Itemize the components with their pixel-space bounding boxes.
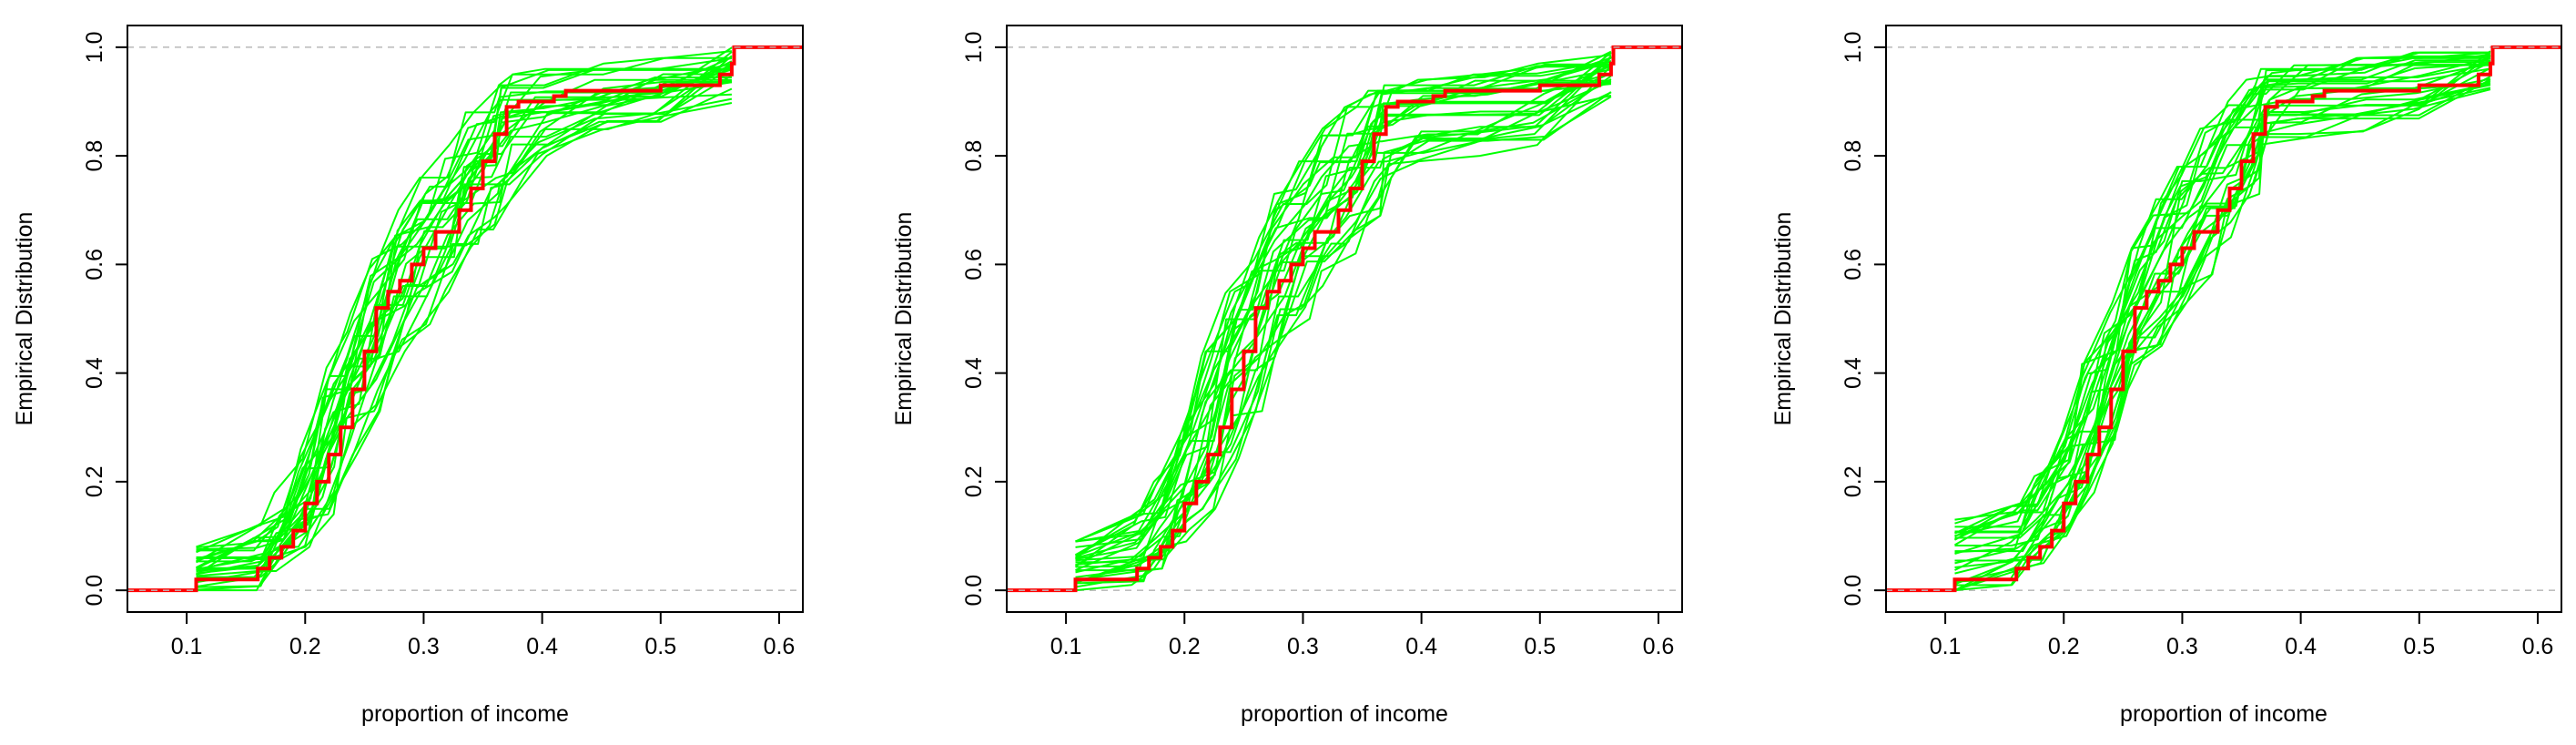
simulated-ecdf-line	[1954, 62, 2490, 555]
simulated-ecdf-line	[196, 46, 733, 570]
simulated-ecdf-line	[196, 51, 733, 588]
y-tick-label: 0.0	[961, 575, 987, 607]
y-tick-label: 0.8	[82, 140, 107, 172]
y-tick-label: 0.8	[961, 140, 987, 172]
simulated-ecdf-line	[1954, 66, 2491, 553]
x-tick-label: 0.4	[526, 634, 558, 659]
simulated-ecdf-line	[196, 68, 732, 569]
simulated-ecdf-line	[1075, 81, 1611, 556]
y-tick-label: 0.4	[961, 357, 987, 389]
y-tick-label: 0.2	[82, 466, 107, 498]
simulated-ecdf-line	[1954, 63, 2491, 537]
chart-panel-1: 0.1 0.2 0.3 0.4 0.5 0.6 0.0 0.2 0.4 0.6 0.8 1.0 prop…	[12, 25, 804, 727]
simulated-ecdf-line	[1954, 67, 2491, 534]
simulated-ecdf-line	[1075, 94, 1612, 574]
y-tick-label: 1.0	[961, 31, 987, 63]
x-tick-label: 0.5	[644, 634, 676, 659]
x-axis-label: proportion of income	[1241, 701, 1448, 727]
x-tick-label: 0.2	[2048, 634, 2080, 659]
y-tick-label: 0.0	[82, 575, 107, 607]
simulated-ecdf-line	[1075, 63, 1612, 548]
simulated-ecdf-line	[1954, 53, 2491, 535]
y-tick-label: 0.0	[1841, 575, 1866, 607]
x-tick-label: 0.3	[1287, 634, 1319, 659]
simulated-ecdf-line	[196, 77, 732, 573]
simulated-ecdf-line	[1075, 56, 1612, 583]
observed-ecdf-step	[1886, 45, 2561, 593]
x-tick-label: 0.3	[2166, 634, 2198, 659]
x-tick-label: 0.4	[2285, 634, 2317, 659]
chart-panel-3: 0.1 0.2 0.3 0.4 0.5 0.6 0.0 0.2 0.4 0.6 0.8 1.0 prop…	[1770, 25, 2562, 727]
simulated-ecdf-line	[1075, 55, 1612, 581]
y-tick-label: 1.0	[1841, 31, 1866, 63]
x-tick-label: 0.3	[408, 634, 440, 659]
chart-panel-2: 0.1 0.2 0.3 0.4 0.5 0.6 0.0 0.2 0.4 0.6 0.8 1.0 prop…	[891, 25, 1683, 727]
simulated-ecdf-line	[1954, 59, 2491, 586]
simulated-ecdf-line	[1954, 87, 2491, 592]
simulated-ecdf-line	[1074, 65, 1611, 560]
plot-frame	[127, 25, 804, 613]
simulated-ecdf-line	[196, 57, 733, 559]
x-tick-label: 0.1	[1930, 634, 1962, 659]
simulated-ecdf-line	[1075, 72, 1612, 566]
y-tick-label: 0.2	[961, 466, 987, 498]
x-tick-label: 0.2	[1169, 634, 1201, 659]
simulated-ecdf-line	[196, 56, 733, 576]
y-tick-label: 0.2	[1841, 466, 1866, 498]
simulated-ecdf-line	[196, 56, 732, 554]
y-axis-label: Empirical Distribution	[891, 212, 917, 426]
simulated-ecdf-line	[1075, 63, 1612, 560]
y-tick-label: 1.0	[82, 31, 107, 63]
simulated-ecdf-line	[1075, 65, 1612, 578]
x-tick-label: 0.6	[1643, 634, 1675, 659]
simulated-ecdf-line	[1954, 51, 2490, 528]
plot-area	[1007, 45, 1682, 593]
x-tick-label: 0.5	[2403, 634, 2435, 659]
x-axis-label: proportion of income	[2120, 701, 2328, 727]
y-tick-label: 0.4	[1841, 357, 1866, 389]
simulated-ecdf-line	[1953, 51, 2490, 541]
x-tick-label: 0.1	[1050, 634, 1082, 659]
plot-frame	[1006, 25, 1683, 613]
x-axis-label: proportion of income	[361, 701, 569, 727]
simulated-ecdf-line	[1075, 56, 1612, 559]
y-tick-label: 0.6	[961, 249, 987, 281]
x-tick-label: 0.5	[1524, 634, 1556, 659]
simulated-ecdf-line	[1075, 75, 1612, 568]
simulated-ecdf-line	[196, 78, 732, 570]
y-tick-label: 0.4	[82, 357, 107, 389]
plot-area	[127, 45, 803, 593]
simulated-ecdf-line	[1075, 56, 1612, 592]
plot-area	[1886, 45, 2561, 593]
simulated-ecdf-line	[196, 97, 733, 588]
x-tick-label: 0.1	[171, 634, 203, 659]
simulated-ecdf-line	[1075, 96, 1612, 585]
plot-frame	[1885, 25, 2562, 613]
simulated-ecdf-line	[196, 68, 733, 570]
y-axis-label: Empirical Distribution	[12, 212, 37, 426]
simulated-ecdf-line	[1075, 54, 1612, 543]
simulated-ecdf-line	[196, 80, 732, 559]
simulated-ecdf-line	[1075, 50, 1612, 557]
observed-ecdf-step	[127, 45, 803, 593]
y-tick-label: 0.6	[82, 249, 107, 281]
y-tick-label: 0.8	[1841, 140, 1866, 172]
x-tick-label: 0.2	[289, 634, 321, 659]
x-tick-label: 0.6	[2522, 634, 2554, 659]
x-tick-label: 0.4	[1405, 634, 1437, 659]
simulated-ecdf-line	[1954, 51, 2490, 533]
y-axis-label: Empirical Distribution	[1770, 212, 1796, 426]
y-tick-label: 0.6	[1841, 249, 1866, 281]
simulated-ecdf-line	[1075, 65, 1612, 582]
observed-ecdf-step	[1007, 45, 1682, 593]
x-tick-label: 0.6	[764, 634, 796, 659]
